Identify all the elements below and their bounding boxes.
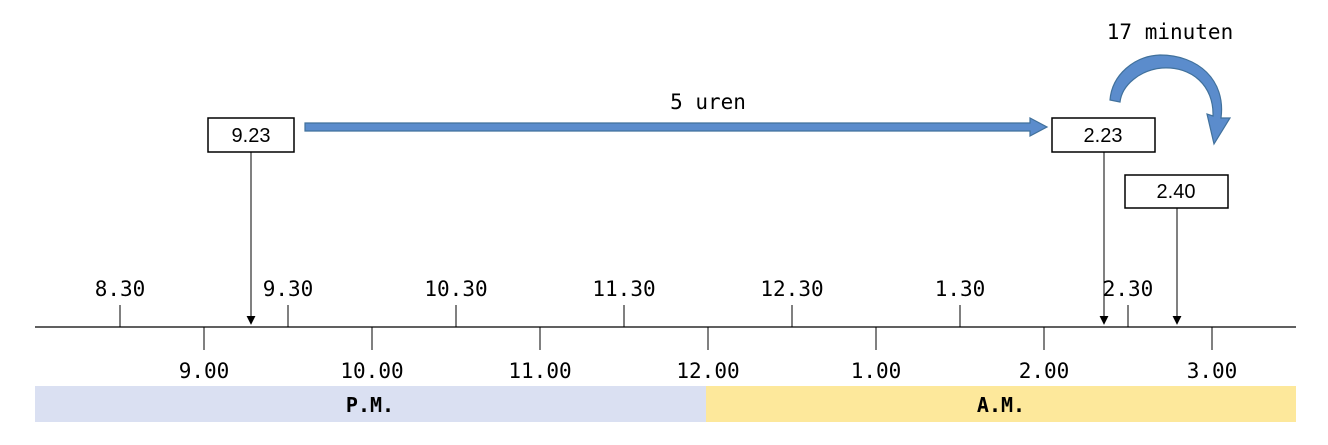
am-label: A.M. bbox=[977, 393, 1025, 417]
minutes-arrow-shape bbox=[1109, 54, 1232, 146]
marker-end: 2.40 bbox=[1124, 174, 1229, 325]
label-12-30: 12.30 bbox=[760, 277, 823, 301]
minutes-jump-arrow bbox=[1109, 54, 1232, 146]
marker-intermediate-label: 2.23 bbox=[1084, 125, 1123, 147]
half-hour-labels: 8.30 9.30 10.30 11.30 12.30 1.30 2.30 bbox=[95, 277, 1154, 301]
label-1-30: 1.30 bbox=[935, 277, 986, 301]
hours-jump-label: 5 uren bbox=[670, 90, 746, 114]
label-9-30: 9.30 bbox=[263, 277, 314, 301]
pm-label: P.M. bbox=[346, 393, 394, 417]
label-8-30: 8.30 bbox=[95, 277, 146, 301]
label-12-00: 12.00 bbox=[676, 359, 739, 383]
label-10-30: 10.30 bbox=[424, 277, 487, 301]
hour-labels: 9.00 10.00 11.00 12.00 1.00 2.00 3.00 bbox=[179, 359, 1238, 383]
hours-arrow-shape bbox=[304, 117, 1049, 137]
half-hour-ticks bbox=[119, 305, 1129, 327]
label-1-00: 1.00 bbox=[851, 359, 902, 383]
marker-intermediate-box bbox=[1051, 117, 1156, 153]
marker-start: 9.23 bbox=[207, 117, 295, 325]
label-9-00: 9.00 bbox=[179, 359, 230, 383]
hours-jump-arrow bbox=[304, 117, 1049, 137]
minutes-jump-label: 17 minuten bbox=[1107, 20, 1233, 44]
label-11-30: 11.30 bbox=[592, 277, 655, 301]
marker-end-box bbox=[1124, 174, 1229, 209]
marker-start-label: 9.23 bbox=[232, 125, 271, 147]
label-10-00: 10.00 bbox=[340, 359, 403, 383]
marker-start-box bbox=[207, 117, 295, 153]
hour-ticks bbox=[203, 327, 1213, 350]
am-band bbox=[706, 386, 1296, 422]
label-3-00: 3.00 bbox=[1187, 359, 1238, 383]
label-11-00: 11.00 bbox=[508, 359, 571, 383]
marker-intermediate: 2.23 bbox=[1051, 117, 1156, 325]
label-2-00: 2.00 bbox=[1019, 359, 1070, 383]
pm-band bbox=[35, 386, 706, 422]
marker-end-label: 2.40 bbox=[1157, 181, 1196, 203]
label-2-30: 2.30 bbox=[1103, 277, 1154, 301]
